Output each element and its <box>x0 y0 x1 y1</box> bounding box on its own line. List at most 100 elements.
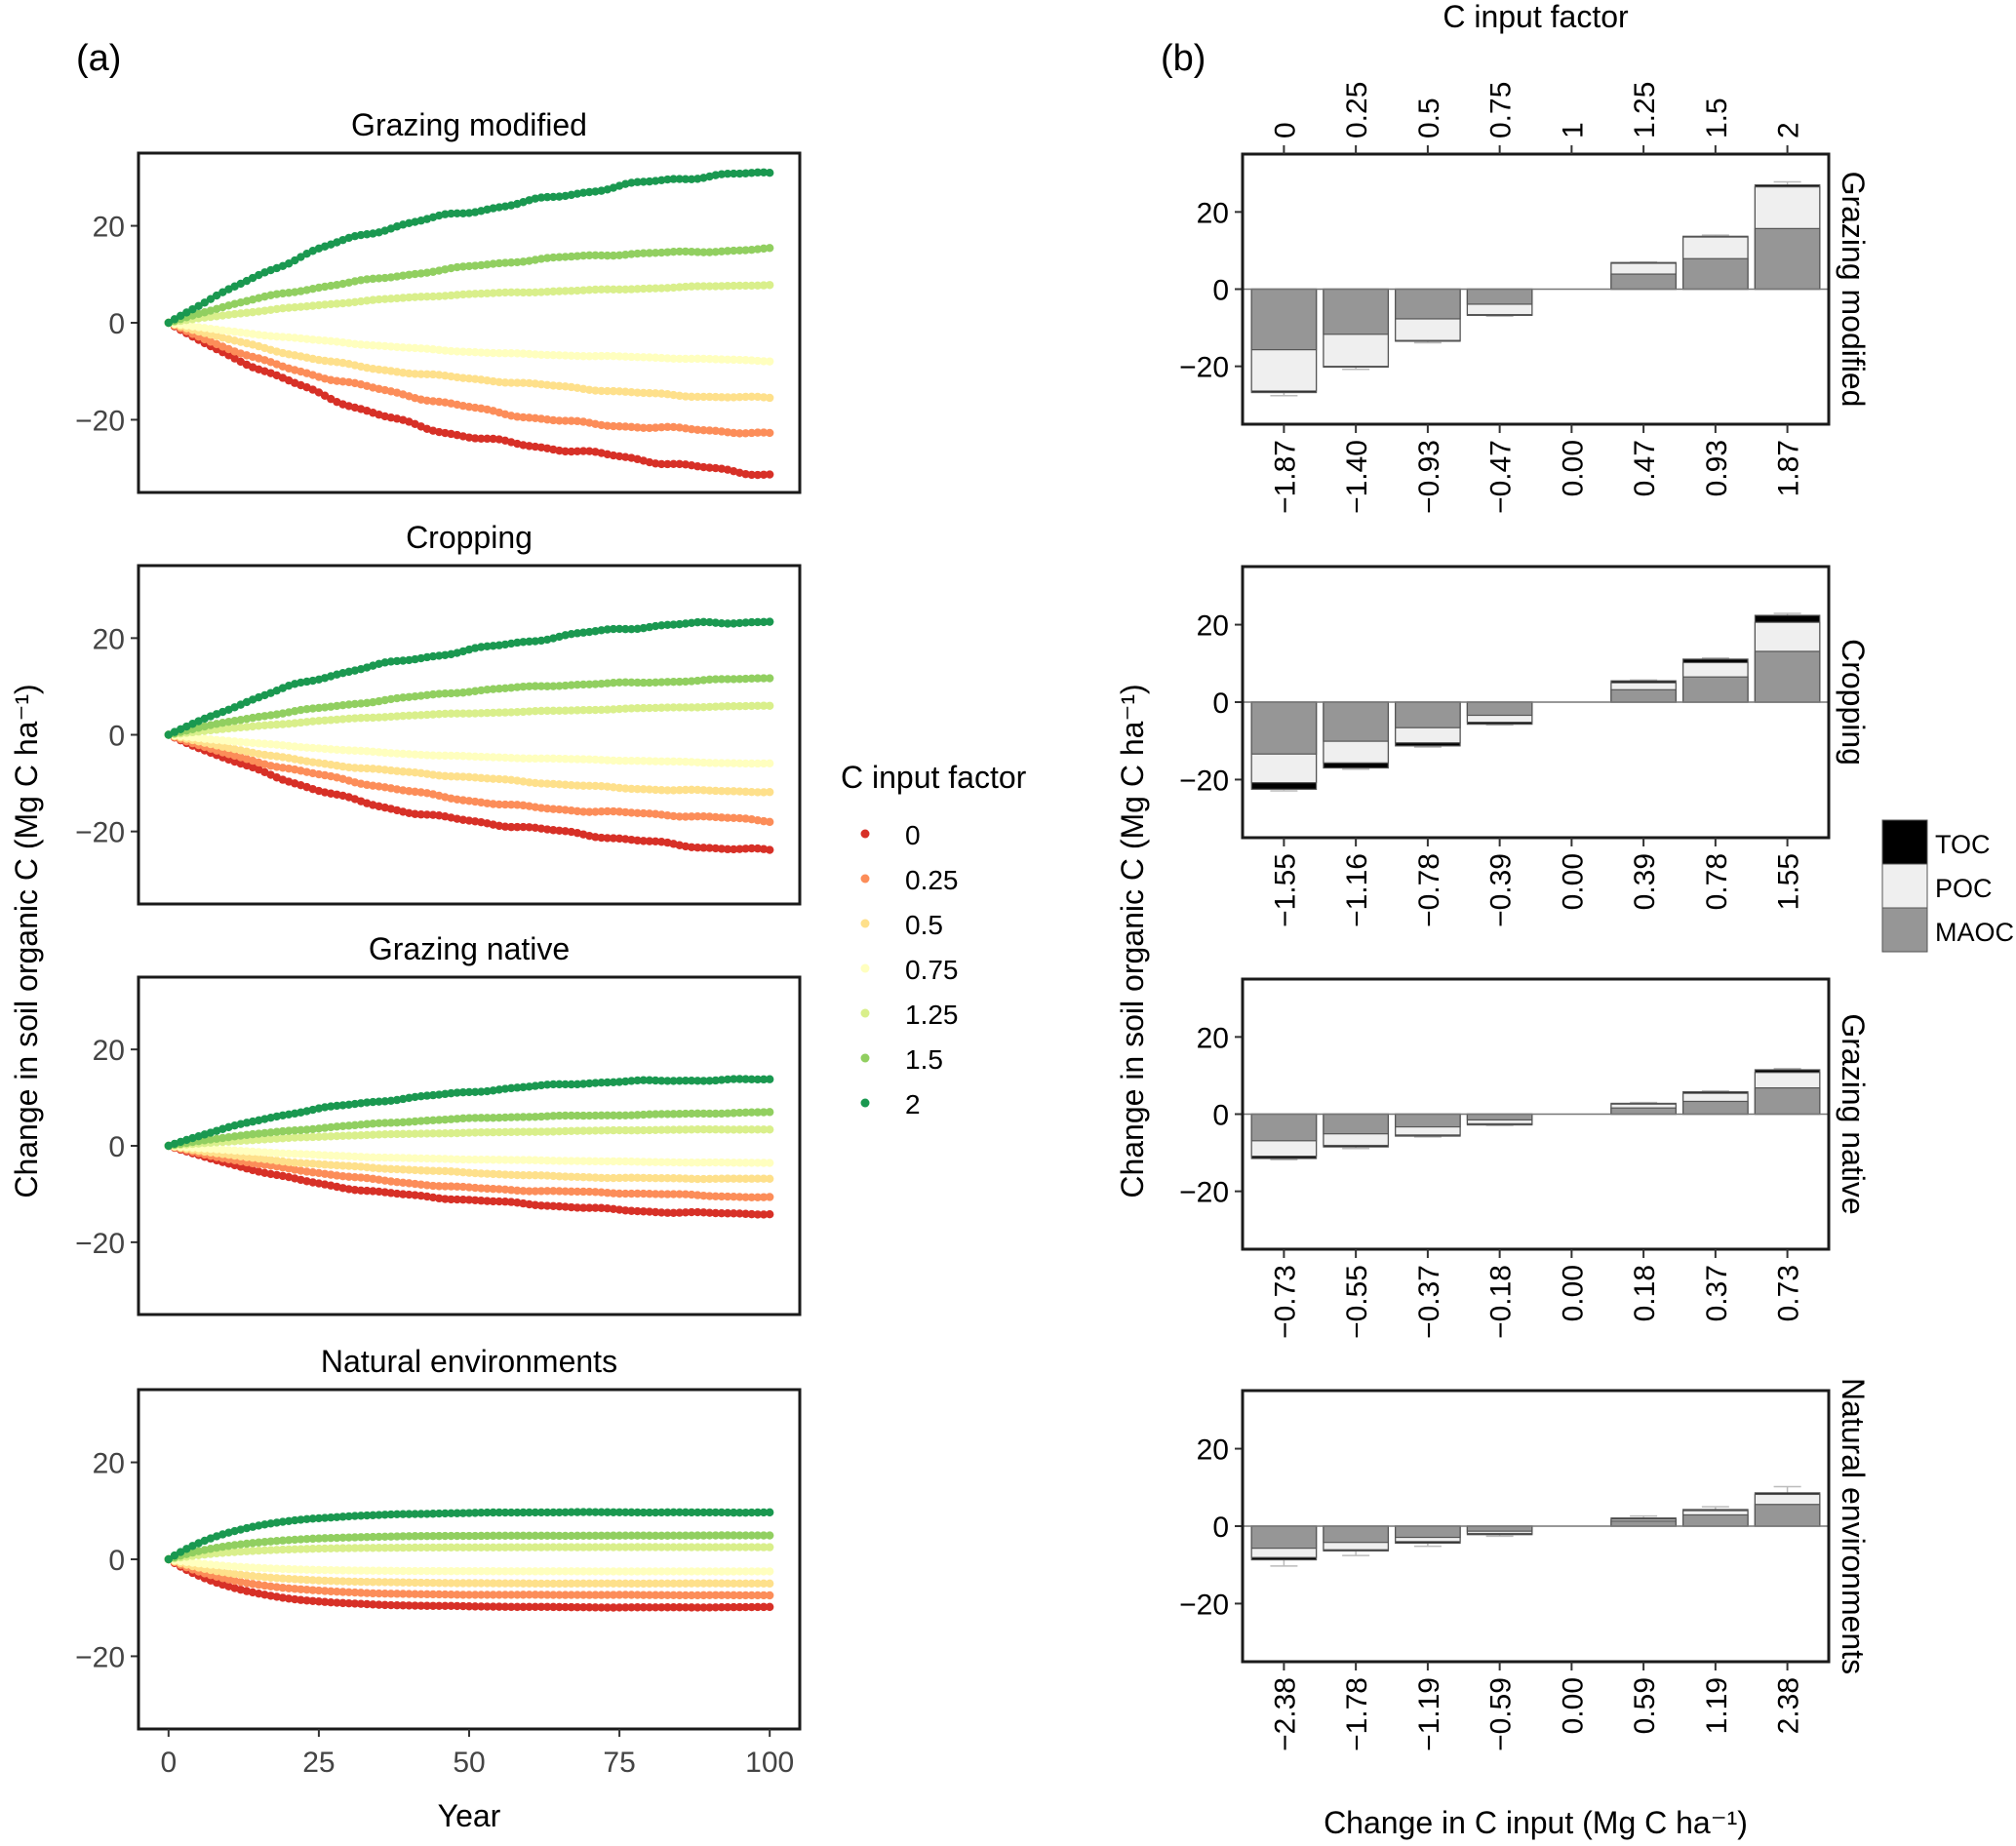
data-point <box>663 1110 672 1119</box>
data-point <box>272 304 281 314</box>
data-point <box>705 812 714 821</box>
bar-group-0-25 <box>1323 701 1389 770</box>
data-point <box>464 261 474 271</box>
data-point <box>542 1112 552 1120</box>
y-tick-label: 0 <box>1212 275 1229 307</box>
data-point <box>639 703 648 713</box>
data-point <box>578 755 588 764</box>
data-point <box>531 823 539 833</box>
data-point <box>284 289 294 297</box>
data-point <box>627 678 636 687</box>
data-point <box>519 1082 528 1092</box>
data-point <box>705 1174 714 1184</box>
data-point <box>633 1591 642 1599</box>
data-point <box>356 1566 366 1575</box>
data-point <box>621 1173 630 1183</box>
data-point <box>380 1566 389 1576</box>
data-point <box>633 836 642 845</box>
data-point <box>531 1187 539 1196</box>
data-point <box>609 1531 618 1540</box>
data-point <box>338 1566 347 1575</box>
top-axis-title: C input factor <box>1443 0 1629 34</box>
data-point <box>308 1124 317 1134</box>
series-1-5 <box>164 674 774 739</box>
data-point <box>699 786 708 795</box>
data-point <box>723 1075 732 1084</box>
data-point <box>519 1198 528 1208</box>
data-point <box>453 795 461 805</box>
data-point <box>573 1157 582 1165</box>
data-point <box>380 273 389 283</box>
data-point <box>549 192 558 202</box>
data-point <box>639 1189 648 1198</box>
data-point <box>500 1543 510 1551</box>
data-point <box>705 392 714 402</box>
data-point <box>344 1185 353 1194</box>
series-0-5 <box>164 730 774 797</box>
data-point <box>405 1532 414 1541</box>
facet-title: Cropping <box>406 520 533 555</box>
data-point <box>585 807 594 816</box>
data-point <box>669 1110 678 1119</box>
data-point <box>296 1565 305 1574</box>
data-point <box>591 187 600 196</box>
data-point <box>687 812 696 821</box>
data-point <box>735 1193 744 1201</box>
data-point <box>753 701 763 711</box>
data-point <box>453 291 461 299</box>
data-point <box>434 1590 444 1599</box>
data-point <box>399 1566 408 1576</box>
plot-frame <box>1241 152 1831 426</box>
data-point <box>416 1566 425 1576</box>
data-point <box>338 298 347 308</box>
data-point <box>687 618 696 627</box>
data-point <box>747 1579 756 1589</box>
data-point <box>212 325 221 334</box>
top-x-tick-label: 1 <box>1557 122 1589 138</box>
data-point <box>327 760 336 769</box>
data-point <box>567 1508 575 1516</box>
data-point <box>578 286 588 295</box>
data-point <box>753 617 763 627</box>
data-point <box>765 845 774 854</box>
data-point <box>314 1597 324 1606</box>
data-point <box>464 772 474 782</box>
data-point <box>470 709 480 718</box>
data-point <box>392 1178 402 1187</box>
data-point <box>363 1544 372 1552</box>
data-point <box>645 423 654 433</box>
data-point <box>375 782 383 791</box>
data-point <box>212 726 221 734</box>
data-point <box>248 738 257 748</box>
data-point <box>585 627 594 637</box>
data-point <box>759 357 769 366</box>
data-point <box>434 1579 444 1588</box>
data-point <box>747 1543 756 1551</box>
data-point <box>591 1079 600 1087</box>
data-point <box>591 1126 600 1135</box>
bar-maoc <box>1610 688 1677 703</box>
data-point <box>567 351 575 361</box>
data-point <box>369 697 377 707</box>
data-point <box>272 1127 281 1136</box>
data-point <box>651 1543 660 1551</box>
data-point <box>555 682 564 690</box>
data-point <box>705 354 714 364</box>
data-point <box>441 1509 450 1518</box>
data-point <box>500 1567 510 1576</box>
data-point <box>386 1153 396 1162</box>
data-point <box>753 1108 763 1117</box>
data-point <box>519 1156 528 1164</box>
data-point <box>687 392 696 402</box>
data-point <box>765 1209 774 1219</box>
legend-label: 0.5 <box>905 910 943 940</box>
x-tick-label: −1.87 <box>1269 440 1301 514</box>
data-point <box>494 1531 504 1541</box>
data-point <box>723 813 732 822</box>
data-point <box>224 1542 233 1551</box>
x-axis-label: Change in C input (Mg C ha⁻¹) <box>1324 1805 1748 1840</box>
data-point <box>717 282 727 291</box>
data-point <box>308 335 317 344</box>
data-point <box>723 619 732 628</box>
data-point <box>260 1563 269 1573</box>
